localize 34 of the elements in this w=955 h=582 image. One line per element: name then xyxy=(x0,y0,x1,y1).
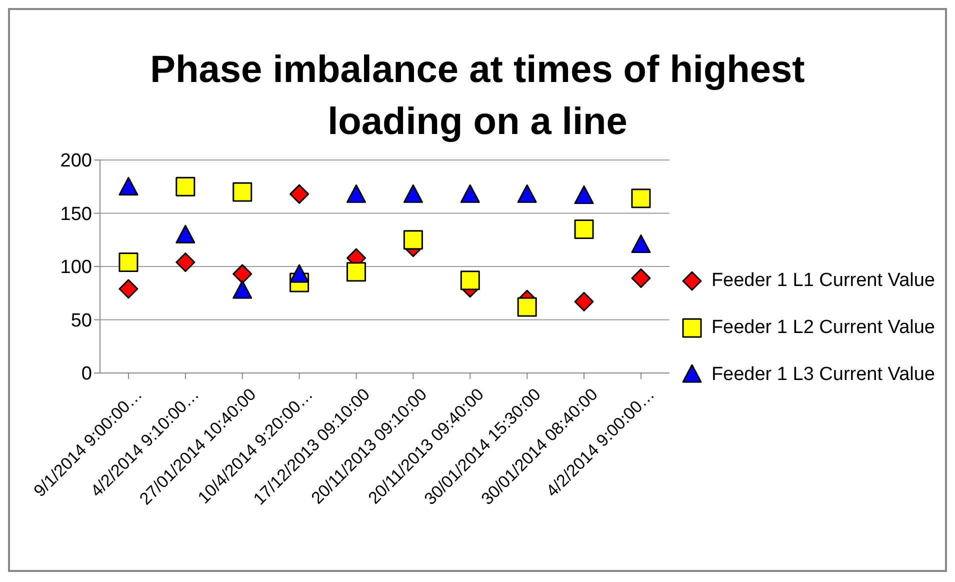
point xyxy=(232,280,252,299)
point xyxy=(290,184,310,204)
point xyxy=(631,234,651,253)
point xyxy=(290,264,310,283)
point xyxy=(403,184,423,203)
point xyxy=(118,279,138,299)
point xyxy=(232,182,252,202)
legend-label: Feeder 1 L3 Current Value xyxy=(711,364,935,386)
point xyxy=(574,185,594,204)
point xyxy=(517,297,537,317)
point xyxy=(403,230,423,250)
point xyxy=(574,292,594,312)
point xyxy=(118,176,138,196)
point xyxy=(631,268,651,288)
point xyxy=(631,188,651,208)
point xyxy=(176,176,196,196)
point xyxy=(346,184,366,203)
y-tick-label: 150 xyxy=(60,204,92,225)
y-tick-label: 200 xyxy=(60,150,92,172)
point xyxy=(176,224,196,244)
point xyxy=(346,262,366,282)
point xyxy=(517,184,537,203)
point xyxy=(118,252,138,272)
point xyxy=(460,270,480,290)
point xyxy=(574,219,594,239)
y-tick-label: 0 xyxy=(81,364,92,385)
legend-label: Feeder 1 L2 Current Value xyxy=(711,317,935,339)
point xyxy=(460,184,480,203)
point xyxy=(232,264,252,284)
chart-title: Phase imbalance at times of highest loading on a line xyxy=(149,48,806,145)
point xyxy=(176,252,196,272)
y-tick-label: 100 xyxy=(60,257,92,278)
y-tick-label: 50 xyxy=(70,310,92,332)
legend-label: Feeder 1 L1 Current Value xyxy=(711,270,935,292)
